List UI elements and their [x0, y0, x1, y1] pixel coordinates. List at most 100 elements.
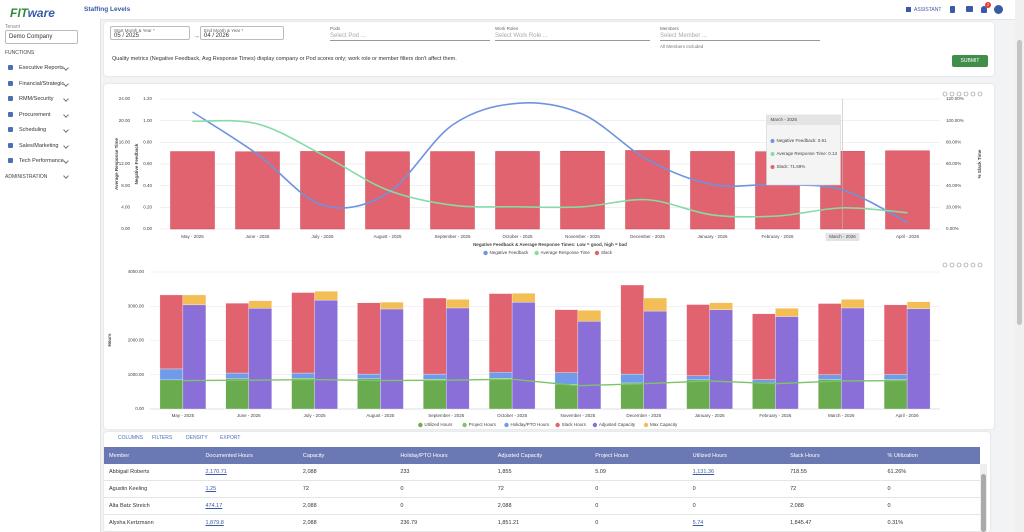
stacked-bar-segment — [620, 284, 644, 375]
legend-label[interactable]: Project Hours — [469, 422, 497, 427]
filter-card: Start Month & Year * 05 / 2025 → End Mont… — [104, 22, 994, 76]
axis-title: Average Response Time — [114, 137, 119, 190]
menu-item[interactable]: Scheduling — [8, 127, 46, 133]
y-tick-label: 20.00 — [119, 118, 131, 123]
stacked-bar-segment — [818, 374, 842, 380]
legend-label[interactable]: Slack Hours — [562, 422, 587, 427]
chart-tool-icon[interactable] — [963, 91, 969, 97]
doc-icon[interactable] — [950, 6, 955, 13]
cell-link[interactable]: 1.25 — [200, 480, 298, 498]
legend-label[interactable]: Adjusted Capacity — [599, 422, 636, 427]
members-field[interactable]: Members Select Member ... — [660, 26, 820, 41]
cell-link[interactable]: 5.74 — [687, 514, 786, 532]
submit-button[interactable]: SUBMIT — [952, 55, 988, 67]
avatar[interactable] — [994, 5, 1003, 14]
pods-field[interactable]: Pods Select Pod ... — [330, 26, 490, 41]
cell-link[interactable]: 1,879.8 — [200, 514, 298, 532]
toolbar-button[interactable]: FILTERS — [152, 435, 173, 441]
roles-label: Work Roles — [495, 26, 519, 31]
chart-tool-icon[interactable] — [956, 91, 962, 97]
bell-icon[interactable] — [981, 6, 987, 13]
members-note: All Members Included — [660, 44, 704, 49]
roles-field[interactable]: Work Roles Select Work Role ... — [495, 26, 650, 41]
table-cell: 0 — [395, 497, 493, 515]
y-tick-label: 120.00% — [946, 96, 964, 101]
end-field[interactable]: End Month & Year * 04 / 2026 — [200, 26, 284, 40]
logo: FITware — [10, 6, 55, 20]
x-tick-label: August - 2025 — [373, 234, 402, 239]
chart-tool-icon[interactable] — [949, 91, 955, 97]
chevron — [63, 158, 69, 164]
stacked-bar-segment — [752, 313, 776, 380]
chevron — [63, 65, 69, 71]
cell-link[interactable]: 2,170.71 — [200, 464, 298, 481]
legend-label[interactable]: Holiday/PTO Hours — [511, 422, 550, 427]
stacked-bar-segment — [686, 304, 710, 376]
stacked-bar-segment — [225, 372, 249, 380]
chart-tool-icon[interactable] — [956, 262, 962, 268]
menu-item[interactable]: Sales/Marketing — [8, 143, 58, 149]
legend-label[interactable]: Slack — [601, 250, 613, 255]
chat-icon[interactable] — [966, 6, 973, 12]
chart-tool-icon[interactable] — [977, 91, 983, 97]
table-row: Agustin Keeling 1.25 72 0 72 0 0 72 0 — [104, 480, 980, 498]
chart-tool-icon[interactable] — [963, 262, 969, 268]
chart-tool-icon[interactable] — [970, 262, 976, 268]
y-tick-label: 12.00 — [119, 161, 131, 166]
menu-item[interactable]: Tech Performance — [8, 158, 64, 164]
column-header: Adjusted Capacity — [492, 447, 591, 464]
menu-item[interactable]: Procurement — [8, 112, 51, 118]
legend-label[interactable]: Max Capacity — [650, 422, 678, 427]
table-scrollbar[interactable] — [980, 464, 987, 532]
slack-bar — [495, 151, 540, 230]
toolbar-button[interactable]: DENSITY — [186, 435, 208, 441]
legend-marker — [534, 250, 539, 256]
chart-tool-icon[interactable] — [942, 91, 948, 97]
y-tick-label: 24.00 — [119, 96, 131, 101]
x-tick-label: May - 2025 — [172, 413, 195, 418]
column-header: % Utilization — [882, 447, 980, 464]
stacked-bar-segment — [577, 310, 602, 322]
menu-item[interactable]: RMM/Security — [8, 96, 54, 102]
stacked-bar-segment — [159, 294, 184, 370]
legend-marker — [594, 250, 600, 256]
x-tick-label: August - 2025 — [366, 413, 395, 418]
start-field[interactable]: Start Month & Year * 05 / 2025 — [110, 26, 190, 40]
legend-label[interactable]: Average Response Time — [541, 250, 591, 255]
chart-tool-icon[interactable] — [977, 262, 983, 268]
assistant-button[interactable]: ASSISTANT — [914, 7, 942, 13]
members-label: Members — [660, 26, 679, 31]
page-scrollbar[interactable] — [1015, 0, 1024, 532]
stacked-bar-segment — [423, 379, 447, 410]
stacked-bar-segment — [248, 308, 272, 410]
stacked-bar-segment — [620, 382, 644, 410]
table-cell: 72 — [785, 480, 883, 498]
menu-item[interactable]: Executive Reports — [8, 65, 64, 71]
chart-tool-icon[interactable] — [970, 91, 976, 97]
stacked-bar-segment — [554, 384, 579, 410]
legend-marker — [555, 422, 560, 428]
legend-label[interactable]: Utilized Hours — [424, 422, 453, 427]
stacked-bar-segment — [446, 299, 470, 309]
tenant-select[interactable]: Demo Company — [5, 30, 78, 44]
chart-tool-icon[interactable] — [949, 262, 955, 268]
x-tick-label: February - 2026 — [761, 234, 794, 239]
stacked-bar-segment — [380, 301, 404, 310]
table-cell: 0 — [395, 480, 493, 498]
tooltip-header — [766, 115, 841, 125]
admin-label[interactable]: ADMINISTRATION — [5, 174, 48, 180]
toolbar-button[interactable]: EXPORT — [220, 435, 241, 441]
y-tick-label: 0.00 — [135, 406, 144, 411]
menu-item[interactable]: Financial/Strategic — [8, 81, 64, 87]
x-tick-label: November - 2025 — [561, 413, 596, 418]
y-tick-label: 2000.00 — [128, 338, 145, 343]
x-tick-label: October - 2025 — [502, 234, 533, 239]
chart-tool-icon[interactable] — [942, 262, 948, 268]
cell-link[interactable]: 474.17 — [200, 497, 298, 515]
legend-label[interactable]: Negative Feedback — [490, 250, 530, 255]
stacked-bar-segment — [314, 299, 338, 410]
cell-link[interactable]: 1,131.36 — [687, 464, 786, 481]
top-bar: Staffing Levels ASSISTANT 2 — [84, 0, 1015, 20]
stacked-bar-segment — [643, 297, 667, 312]
toolbar-button[interactable]: COLUMNS — [118, 435, 144, 441]
